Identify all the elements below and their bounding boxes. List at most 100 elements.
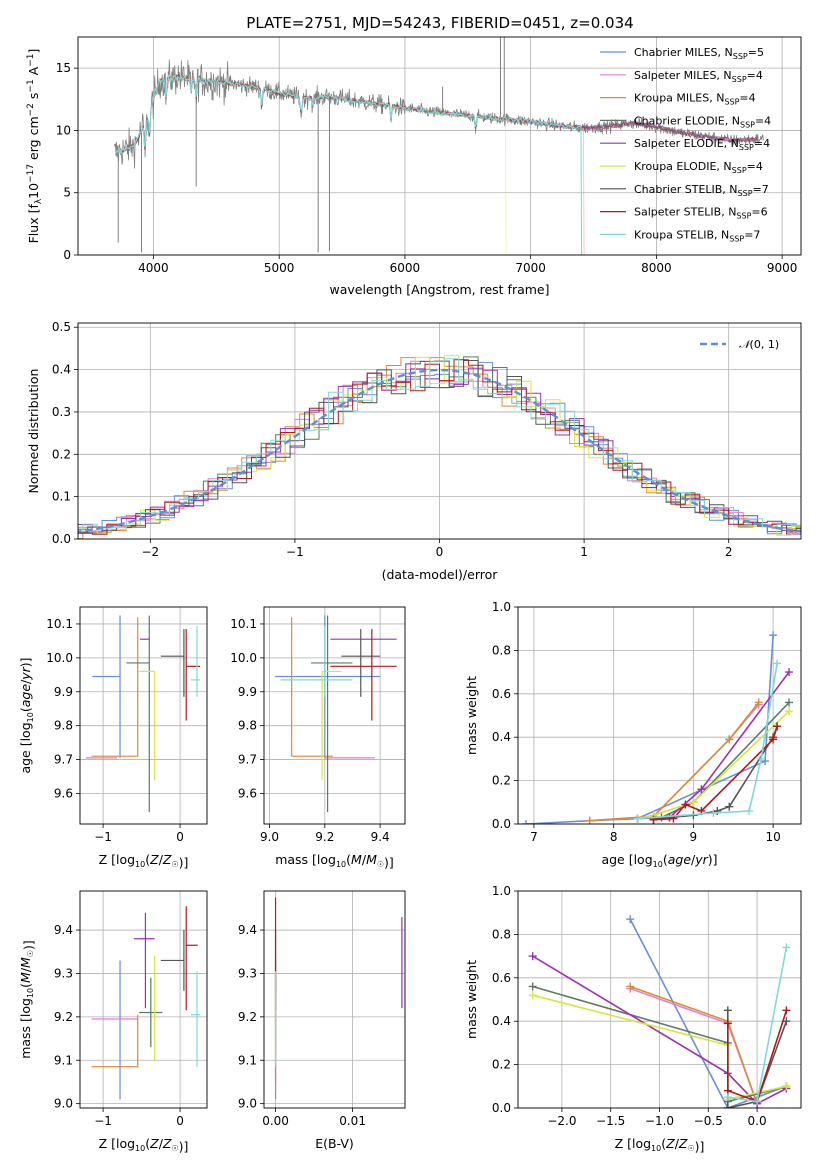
y-tick-label: 9.0 xyxy=(238,1097,257,1111)
series-point xyxy=(528,991,537,1000)
series-2 xyxy=(585,700,763,824)
x-tick-label: 5000 xyxy=(264,261,295,275)
mass-vs-EBV-axes: 0.00 0.01 9.0 9.1 9.2 9.3 9.4 xyxy=(238,891,405,1128)
mass-vs-EBV-xlabel: E(B-V) xyxy=(315,1136,354,1151)
series-line xyxy=(629,985,758,1104)
errorbar-point xyxy=(92,615,121,758)
x-tick-label: 7 xyxy=(530,830,538,844)
y-tick-label: 5 xyxy=(63,186,71,200)
age-vs-Z-errorbars xyxy=(86,615,201,813)
series-point xyxy=(585,816,594,824)
errorbar-point xyxy=(330,629,397,721)
model-spectrum-9 xyxy=(115,74,583,255)
x-tick-label: −2 xyxy=(141,545,159,559)
errorbar-point xyxy=(185,629,201,721)
series-9 xyxy=(723,943,791,1106)
y-tick-label: 10.1 xyxy=(46,617,73,631)
residuals-ylabel: Normed distribution xyxy=(26,369,41,494)
errorbar-point xyxy=(190,625,201,697)
weight-vs-Z-ylabel: mass weight xyxy=(464,960,479,1039)
residual-histogram-9 xyxy=(78,358,801,532)
legend-entry: Chabrier STELIB, NSSP=7 xyxy=(634,183,769,198)
x-tick-label: 0 xyxy=(436,545,444,559)
series-point xyxy=(757,754,766,763)
y-tick-label: 0.6 xyxy=(492,687,511,701)
y-tick-label: 10.0 xyxy=(46,651,73,665)
series-line xyxy=(637,710,790,820)
legend-entry: Kroupa MILES, NSSP=4 xyxy=(634,92,756,107)
errorbar-point xyxy=(160,629,185,697)
y-tick-label: 0.0 xyxy=(52,532,71,546)
legend-entry: Salpeter STELIB, NSSP=6 xyxy=(634,206,768,221)
y-tick-label: 9.6 xyxy=(238,786,257,800)
y-tick-label: 9.9 xyxy=(54,685,73,699)
weight-vs-age-frame xyxy=(517,606,802,825)
model-spectrum-6 xyxy=(115,75,507,255)
x-tick-label: 1 xyxy=(580,545,588,559)
mass-vs-EBV-frame xyxy=(263,890,406,1109)
series-point xyxy=(782,943,791,952)
series-line xyxy=(629,987,758,1104)
x-tick-label: 6000 xyxy=(390,261,421,275)
series-line xyxy=(637,663,778,820)
y-tick-label: 0.8 xyxy=(492,927,511,941)
weight-vs-age-xlabel: age [log10(age/yr)] xyxy=(601,852,717,869)
errorbar-point xyxy=(137,670,156,780)
age-vs-Z-axes: −1 0 9.6 9.7 9.8 9.9 10.0 10.1 xyxy=(46,607,207,844)
series-point xyxy=(782,1006,791,1015)
y-tick-label: 0.2 xyxy=(492,774,511,788)
errorbar-point xyxy=(341,629,381,697)
errorbar-point xyxy=(133,912,155,1009)
age-vs-mass-axes: 9.0 9.2 9.4 9.6 9.7 9.8 9.9 10.0 10.1 xyxy=(230,607,405,844)
y-tick-label: 9.0 xyxy=(54,1097,73,1111)
y-tick-label: 9.8 xyxy=(54,719,73,733)
series-point xyxy=(785,698,794,707)
y-tick-label: 1.0 xyxy=(492,884,511,898)
y-tick-label: 10.0 xyxy=(230,651,257,665)
x-tick-label: 9.0 xyxy=(260,830,279,844)
x-tick-label: 0.00 xyxy=(262,1114,289,1128)
x-tick-label: 9000 xyxy=(767,261,798,275)
mass-vs-EBV-errorbars xyxy=(274,897,403,1100)
errorbar-point xyxy=(185,906,198,1011)
errorbar-point xyxy=(190,971,201,1067)
legend-entry: Chabrier ELODIE, NSSP=4 xyxy=(634,114,771,129)
weight-vs-age-ylabel: mass weight xyxy=(464,676,479,755)
y-tick-label: 9.3 xyxy=(238,966,257,980)
series-point xyxy=(782,1082,791,1091)
series-9 xyxy=(633,659,782,823)
weight-vs-age-series xyxy=(521,631,794,824)
mass-vs-Z-errorbars xyxy=(91,906,201,1100)
series-point xyxy=(709,809,718,818)
series-point xyxy=(769,735,778,744)
series-point xyxy=(723,1093,732,1102)
series-point xyxy=(633,814,642,823)
age-vs-Z-xlabel: Z [log10(Z/Z☉)] xyxy=(99,852,189,870)
series-line xyxy=(532,955,787,1105)
series-point xyxy=(723,1019,732,1028)
legend-entry: Salpeter MILES, NSSP=4 xyxy=(634,69,763,84)
spectrum-ylabel: Flux [fλ10−17 erg cm−2 s−1 A−1] xyxy=(26,49,44,244)
errorbar-point xyxy=(311,615,353,813)
y-tick-label: 9.1 xyxy=(238,1053,257,1067)
y-tick-label: 9.3 xyxy=(54,966,73,980)
x-tick-label: 4000 xyxy=(138,261,169,275)
spectrum-axes: 4000 5000 6000 7000 8000 9000 0 5 10 15 xyxy=(56,37,801,275)
x-tick-label: 8 xyxy=(610,830,618,844)
errorbar-point xyxy=(139,977,163,1048)
series-point xyxy=(753,1097,762,1106)
weight-vs-Z-axes: −2.0 −1.5 −1.0 −0.5 0.0 0.0 0.2 0.4 0.6 0.8 1.0 xyxy=(492,884,801,1128)
y-tick-label: 0.1 xyxy=(52,490,71,504)
y-tick-label: 0.0 xyxy=(492,1101,511,1115)
y-tick-label: 9.6 xyxy=(54,786,73,800)
y-tick-label: 0.5 xyxy=(52,320,71,334)
series-point xyxy=(528,952,537,961)
x-tick-label: −1 xyxy=(286,545,304,559)
y-tick-label: 9.7 xyxy=(238,753,257,767)
series-6 xyxy=(633,707,794,823)
y-tick-label: 9.2 xyxy=(238,1010,257,1024)
age-vs-Z-ylabel: age [log10(age/yr)] xyxy=(18,657,35,773)
spectrum-xlabel: wavelength [Angstrom, rest frame] xyxy=(329,282,549,297)
errorbar-point xyxy=(91,617,139,757)
age-vs-mass-xlabel: mass [log10(M/M☉)] xyxy=(275,852,394,870)
